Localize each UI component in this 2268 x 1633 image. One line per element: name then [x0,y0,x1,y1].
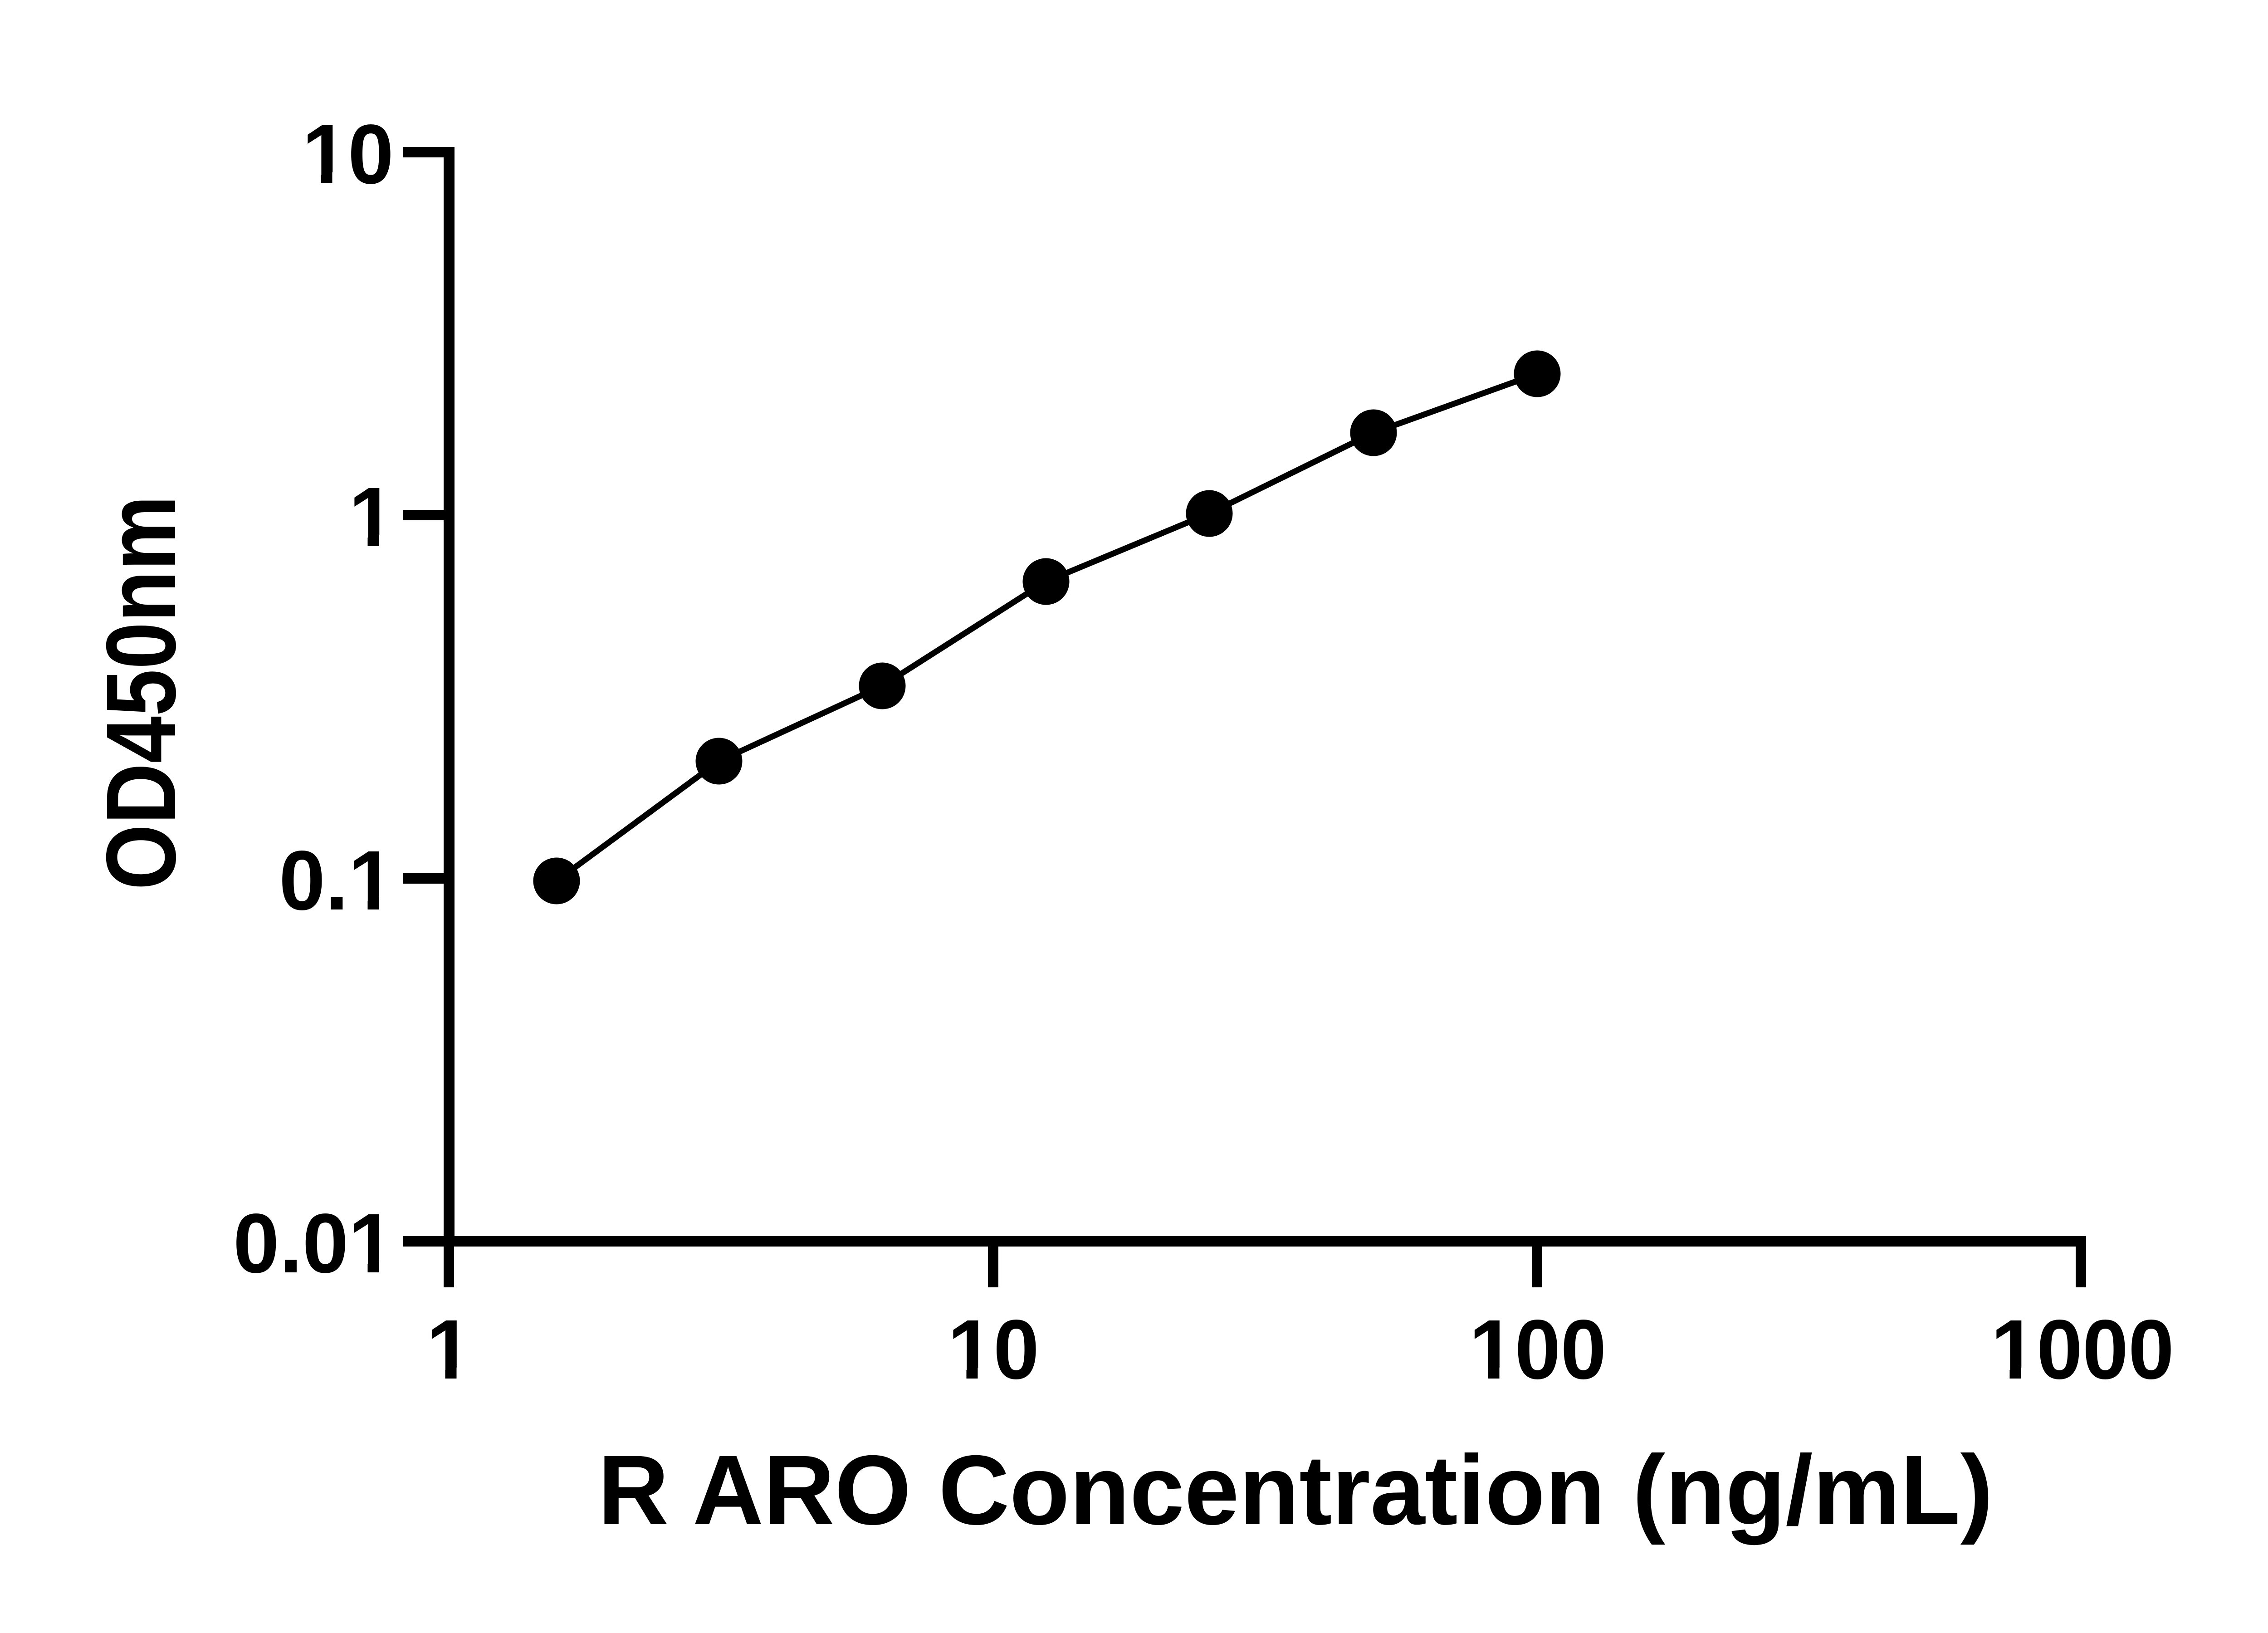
svg-text:0.1: 0.1 [279,834,395,928]
svg-text:10: 10 [948,1303,1039,1397]
svg-text:OD450nm: OD450nm [86,495,196,890]
svg-text:1000: 1000 [1991,1303,2174,1397]
svg-text:100: 100 [1469,1303,1607,1397]
svg-text:R ARO Concentration (ng/mL): R ARO Concentration (ng/mL) [598,1435,1993,1545]
svg-text:1: 1 [349,470,395,564]
svg-text:10: 10 [302,108,394,201]
svg-text:1: 1 [426,1303,472,1397]
svg-text:0.01: 0.01 [233,1197,395,1291]
